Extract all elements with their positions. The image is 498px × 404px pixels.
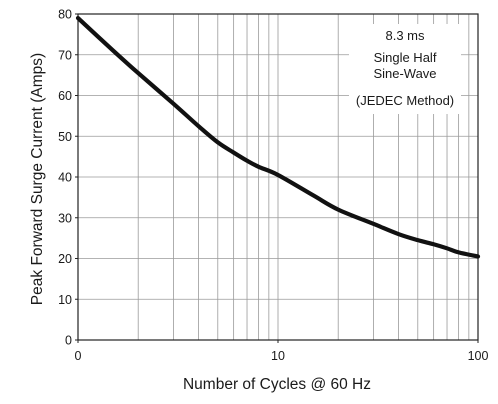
y-tick-label: 80 <box>58 8 72 22</box>
annotation-line-1: 8.3 ms <box>385 28 425 43</box>
y-tick-label: 50 <box>58 130 72 144</box>
annotation-box: 8.3 ms Single Half Sine-Wave (JEDEC Meth… <box>349 24 461 114</box>
x-tick-label: 10 <box>271 349 285 363</box>
y-axis-title: Peak Forward Surge Current (Amps) <box>29 53 46 305</box>
y-tick-label: 70 <box>58 48 72 62</box>
x-tick-labels: 0 10 100 <box>75 340 489 363</box>
annotation-line-4: (JEDEC Method) <box>356 93 454 108</box>
y-tick-label: 30 <box>58 211 72 225</box>
y-tick-label: 40 <box>58 171 72 185</box>
y-tick-labels: 0 10 20 30 40 50 60 70 80 <box>58 8 78 348</box>
y-tick-label: 0 <box>65 334 72 348</box>
x-axis-title: Number of Cycles @ 60 Hz <box>183 376 371 393</box>
y-tick-label: 60 <box>58 89 72 103</box>
x-tick-label: 100 <box>468 349 489 363</box>
y-tick-label: 20 <box>58 252 72 266</box>
x-tick-label: 0 <box>75 349 82 363</box>
annotation-line-2: Single Half <box>374 50 437 65</box>
y-tick-label: 10 <box>58 293 72 307</box>
series-line-0 <box>75 15 481 259</box>
annotation-background <box>349 24 461 114</box>
annotation-line-3: Sine-Wave <box>373 66 436 81</box>
series-layer <box>75 15 481 259</box>
